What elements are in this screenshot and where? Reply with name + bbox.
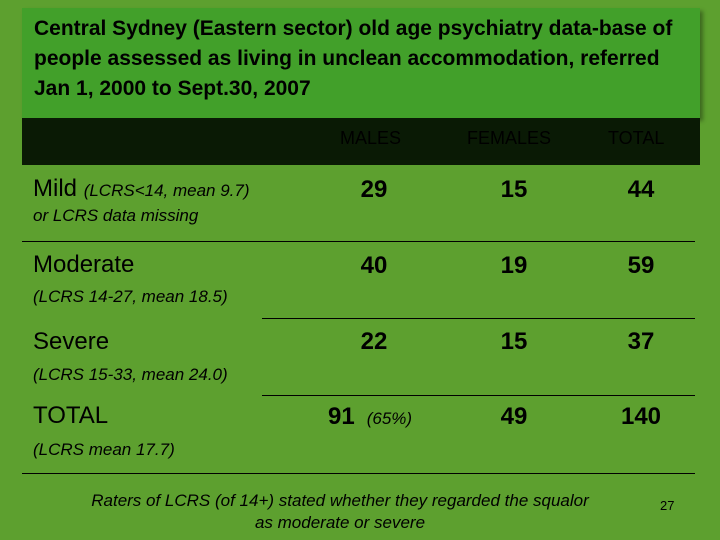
cell-total-males-value: 91 — [328, 403, 355, 430]
row-label-mild: Mild (LCRS<14, mean 9.7) — [33, 175, 250, 203]
row-divider — [262, 318, 695, 319]
row-mild-inline-note: (LCRS<14, mean 9.7) — [83, 181, 250, 200]
cell-total-males: 91 (65%) — [300, 403, 478, 431]
slide-title: Central Sydney (Eastern sector) old age … — [34, 17, 673, 100]
cell-severe-females: 15 — [500, 328, 528, 355]
row-label-severe: Severe — [33, 328, 110, 355]
cell-total-males-pct: (65%) — [366, 409, 413, 428]
cell-moderate-females: 19 — [500, 252, 528, 279]
row-divider — [22, 241, 695, 242]
title-box: Central Sydney (Eastern sector) old age … — [22, 8, 700, 118]
row-label-total: TOTAL — [33, 402, 109, 429]
cell-mild-total: 44 — [627, 176, 655, 203]
column-header-females: FEMALES — [467, 128, 552, 148]
cell-mild-males: 29 — [360, 176, 388, 203]
row-divider — [262, 395, 695, 396]
row-sub-mild: or LCRS data missing — [33, 206, 199, 225]
table-header-bar — [22, 118, 700, 165]
cell-moderate-total: 59 — [627, 252, 655, 279]
row-sub-moderate: (LCRS 14-27, mean 18.5) — [33, 287, 228, 306]
column-header-total: TOTAL — [608, 128, 665, 148]
column-header-males: MALES — [340, 128, 402, 148]
cell-severe-males: 22 — [360, 328, 388, 355]
cell-severe-total: 37 — [627, 328, 655, 355]
row-label-moderate: Moderate — [33, 251, 135, 278]
cell-total-females: 49 — [500, 403, 528, 430]
cell-total-total: 140 — [620, 403, 662, 430]
page-number: 27 — [660, 498, 675, 513]
table-bottom-rule — [22, 473, 695, 474]
cell-mild-females: 15 — [500, 176, 528, 203]
row-sub-total: (LCRS mean 17.7) — [33, 440, 175, 459]
footnote: Raters of LCRS (of 14+) stated whether t… — [91, 491, 589, 532]
row-sub-severe: (LCRS 15-33, mean 24.0) — [33, 365, 228, 384]
row-label-mild-text: Mild — [33, 175, 78, 202]
cell-moderate-males: 40 — [360, 252, 388, 279]
